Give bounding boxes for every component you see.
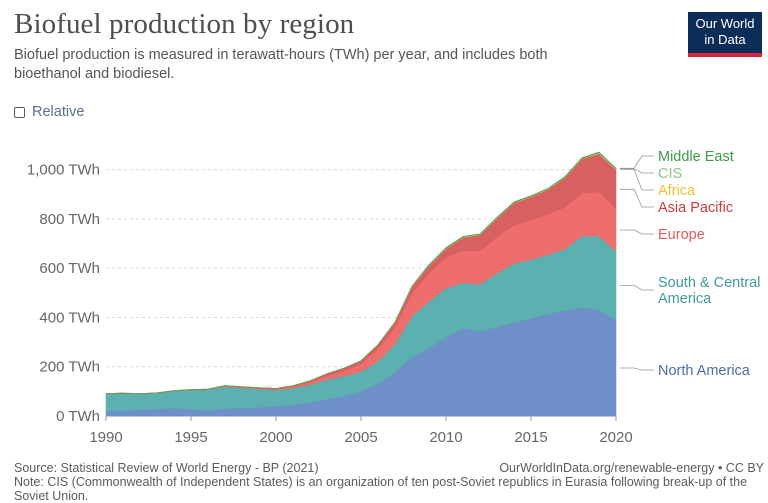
x-tick-label: 2020 xyxy=(599,429,632,446)
chart-footer: Source: Statistical Review of World Ener… xyxy=(14,461,764,503)
owid-logo[interactable]: Our World in Data xyxy=(688,12,762,57)
area-series-middle-east[interactable] xyxy=(105,151,617,394)
x-tick-label: 2000 xyxy=(259,429,292,446)
legend-connector xyxy=(620,188,654,208)
legend-label-north-america[interactable]: North America xyxy=(658,363,751,379)
legend-label-cis[interactable]: CIS xyxy=(658,166,682,182)
legend-connector xyxy=(620,168,654,174)
y-tick-label: 600 TWh xyxy=(39,260,100,277)
logo-line-2: in Data xyxy=(704,32,746,47)
source-text: Source: Statistical Review of World Ener… xyxy=(14,461,319,475)
y-tick-label: 200 TWh xyxy=(39,359,100,376)
logo-line-1: Our World xyxy=(695,16,755,31)
legend-label-africa[interactable]: Africa xyxy=(658,183,696,199)
x-tick-label: 1990 xyxy=(89,429,122,446)
legend-connector xyxy=(620,284,654,291)
x-tick-label: 2010 xyxy=(429,429,462,446)
legend-label-asia-pacific[interactable]: Asia Pacific xyxy=(658,200,733,216)
logo-accent-bar xyxy=(688,53,762,57)
area-chart: 0 TWh 200 TWh 400 TWh 600 TWh 800 TWh 1,000 T… xyxy=(27,149,760,446)
y-tick-label: 400 TWh xyxy=(39,309,100,326)
y-tick-label: 1,000 TWh xyxy=(27,162,100,179)
y-tick-label: 0 TWh xyxy=(56,408,100,425)
relative-toggle[interactable]: Relative xyxy=(14,104,84,120)
relative-label: Relative xyxy=(32,104,85,120)
legend-connector xyxy=(620,155,654,169)
relative-checkbox-icon[interactable] xyxy=(14,106,25,118)
legend-connector xyxy=(620,168,654,191)
legend-connector xyxy=(620,229,654,235)
legend-connector xyxy=(620,367,654,371)
legend-label-middle-east[interactable]: Middle East xyxy=(658,149,734,165)
license-link[interactable]: OurWorldInData.org/renewable-energy • CC… xyxy=(499,461,764,475)
y-tick-label: 800 TWh xyxy=(39,211,100,228)
x-tick-label: 2015 xyxy=(514,429,547,446)
x-tick-label: 2005 xyxy=(344,429,377,446)
legend-label-south-central-america[interactable]: South & Central America xyxy=(658,275,760,307)
x-tick-label: 1995 xyxy=(174,429,207,446)
chart-subtitle: Biofuel production is measured in terawa… xyxy=(14,47,548,82)
chart-title: Biofuel production by region xyxy=(14,8,355,40)
legend-label-europe[interactable]: Europe xyxy=(658,227,705,243)
note-text: Note: CIS (Commonwealth of Independent S… xyxy=(14,475,748,503)
